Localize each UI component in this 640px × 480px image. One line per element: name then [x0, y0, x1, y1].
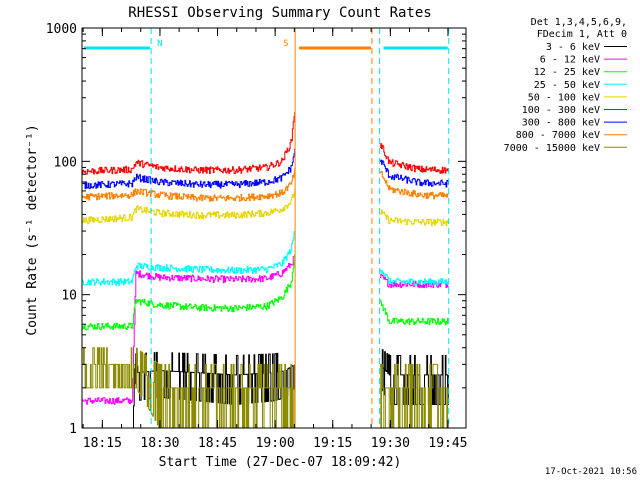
y-tick-label-1000: 1000: [46, 22, 77, 37]
x-tick-label-1845: 18:45: [198, 436, 237, 451]
x-tick-label-1815: 18:15: [83, 436, 122, 451]
legend-header-line-1: Det 1,3,4,5,6,9,: [531, 17, 627, 28]
series-line-50-100-seg2: [380, 209, 449, 227]
legend-label-100-300: 100 - 300 keV: [522, 105, 600, 116]
series-line-800-7000-seg1: [82, 167, 296, 202]
axes-group: 18:15 18:30 18:45 19:00 19:15 19:30 19:45 1 10 10…: [46, 22, 468, 451]
marker-label-s: S: [283, 39, 288, 49]
y-axis-label: Count Rate (s⁻¹ detector⁻¹): [25, 124, 40, 335]
series-line-800-7000-seg2: [380, 171, 449, 200]
x-tick-label-1945: 19:45: [428, 436, 467, 451]
legend-label-6-12: 6 - 12 keV: [540, 55, 600, 66]
series-line-12-25-seg2: [380, 299, 449, 326]
series-line-25-50-seg2: [380, 269, 449, 286]
plot-frame: [81, 27, 467, 429]
x-tick-label-1830: 18:30: [140, 436, 179, 451]
series-line-6-12-seg1: [82, 255, 296, 405]
legend-label-3-6: 3 - 6 keV: [546, 42, 600, 53]
marker-label-n: N: [157, 39, 162, 49]
series-line-12-25-seg1: [82, 254, 296, 331]
legend-label-800-7000: 800 - 7000 keV: [516, 130, 600, 141]
timestamp: 17-Oct-2021 10:56: [545, 467, 637, 477]
x-tick-label-1915: 19:15: [313, 436, 352, 451]
legend-header-line-2: FDecim 1, Att 0: [537, 29, 627, 40]
series-line-300-800-seg1: [82, 148, 296, 190]
legend-label-25-50: 25 - 50 keV: [534, 80, 600, 91]
x-tick-label-1930: 19:30: [371, 436, 410, 451]
chart-title: RHESSI Observing Summary Count Rates: [128, 5, 431, 21]
legend-label-12-25: 12 - 25 keV: [534, 67, 600, 78]
legend: Det 1,3,4,5,6,9,FDecim 1, Att 0 3 - 6 keV…: [504, 17, 627, 154]
x-axis-label: Start Time (27-Dec-07 18:09:42): [159, 455, 402, 470]
y-tick-label-1: 1: [69, 422, 77, 437]
legend-label-7000-15000: 7000 - 15000 keV: [504, 143, 600, 154]
series-line-50-100-seg1: [82, 189, 296, 225]
series-line-100-300-seg1: [82, 112, 296, 175]
series-group: [82, 112, 449, 429]
series-line-300-800-seg2: [380, 159, 449, 188]
legend-label-300-800: 300 - 800 keV: [522, 118, 600, 129]
series-line-25-50-seg1: [82, 231, 296, 286]
series-line-100-300-seg2: [380, 143, 449, 174]
x-tick-label-1900: 19:00: [256, 436, 295, 451]
y-tick-label-100: 100: [54, 155, 77, 170]
legend-label-50-100: 50 - 100 keV: [528, 92, 600, 103]
y-tick-label-10: 10: [61, 289, 77, 304]
